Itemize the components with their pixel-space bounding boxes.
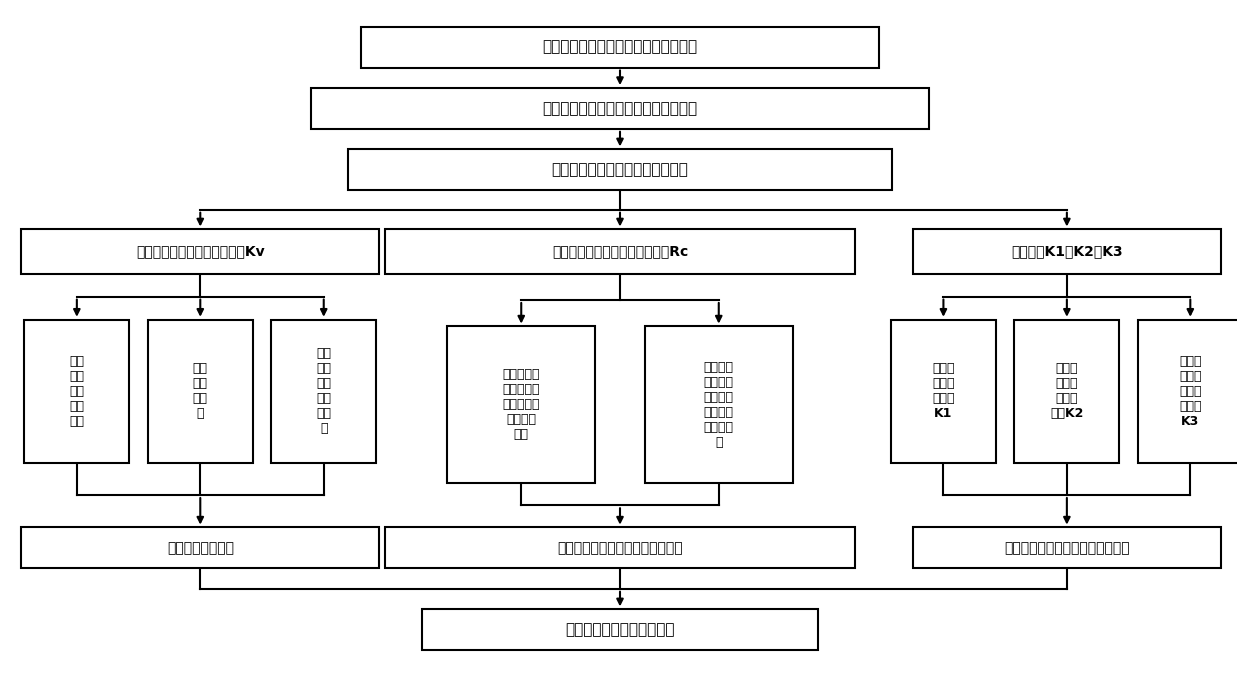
FancyBboxPatch shape: [386, 229, 854, 273]
FancyBboxPatch shape: [21, 229, 379, 273]
Text: 地下水
影响修
正系数
K1: 地下水 影响修 正系数 K1: [932, 362, 955, 420]
FancyBboxPatch shape: [25, 319, 129, 463]
Text: 岩石硬度指标单轴饱和抗压强度Rc: 岩石硬度指标单轴饱和抗压强度Rc: [552, 245, 688, 258]
Text: 选定指标并制定快捷测试试验计划: 选定指标并制定快捷测试试验计划: [552, 162, 688, 177]
FancyBboxPatch shape: [913, 528, 1221, 568]
Text: 岩体完整性指标：完整性系数Kv: 岩体完整性指标：完整性系数Kv: [136, 245, 264, 258]
Text: 岩块
与岩
体波
速分
离计
算: 岩块 与岩 体波 速分 离计 算: [316, 347, 331, 435]
FancyBboxPatch shape: [448, 326, 595, 483]
Text: 初始应
力状态
影响修
正系数
K3: 初始应 力状态 影响修 正系数 K3: [1179, 354, 1202, 428]
FancyBboxPatch shape: [892, 319, 996, 463]
FancyBboxPatch shape: [645, 326, 792, 483]
FancyBboxPatch shape: [1014, 319, 1120, 463]
Text: 单轴饱和抗压强度数据采集软硬件: 单轴饱和抗压强度数据采集软硬件: [557, 541, 683, 555]
Text: 单轴饱和抗压强度数据采集软硬件: 单轴饱和抗压强度数据采集软硬件: [1004, 541, 1130, 555]
Text: 快捷
测式
布置
方法
设计: 快捷 测式 布置 方法 设计: [69, 354, 84, 428]
FancyBboxPatch shape: [361, 27, 879, 67]
Text: 修正指标K1、K2、K3: 修正指标K1、K2、K3: [1011, 245, 1122, 258]
Text: 换能
器方
法设
计: 换能 器方 法设 计: [192, 362, 208, 420]
Text: 隧道围岩分级指标现场测式快捷性评价: 隧道围岩分级指标现场测式快捷性评价: [542, 101, 698, 116]
FancyBboxPatch shape: [423, 609, 817, 650]
Text: 结构面
产状影
响修正
系数K2: 结构面 产状影 响修正 系数K2: [1050, 362, 1084, 420]
FancyBboxPatch shape: [21, 528, 379, 568]
Text: 波数据采集软硬件: 波数据采集软硬件: [167, 541, 234, 555]
FancyBboxPatch shape: [311, 88, 929, 129]
FancyBboxPatch shape: [272, 319, 376, 463]
FancyBboxPatch shape: [1138, 319, 1240, 463]
Text: 岩块波速与
岩石饱和单
轴抗压强相
关系试验
研究: 岩块波速与 岩石饱和单 轴抗压强相 关系试验 研究: [502, 368, 539, 441]
FancyBboxPatch shape: [148, 319, 253, 463]
Text: 隧道岩体快速分级设备系统: 隧道岩体快速分级设备系统: [565, 622, 675, 638]
FancyBboxPatch shape: [386, 528, 854, 568]
Text: 隧道围岩分级基本理论方法与指标体系: 隧道围岩分级基本理论方法与指标体系: [542, 40, 698, 54]
Text: 回弹强度
与岩石单
轴饱和抗
压强度相
关关系试
验: 回弹强度 与岩石单 轴饱和抗 压强度相 关关系试 验: [704, 361, 734, 449]
FancyBboxPatch shape: [348, 149, 892, 190]
FancyBboxPatch shape: [913, 229, 1221, 273]
